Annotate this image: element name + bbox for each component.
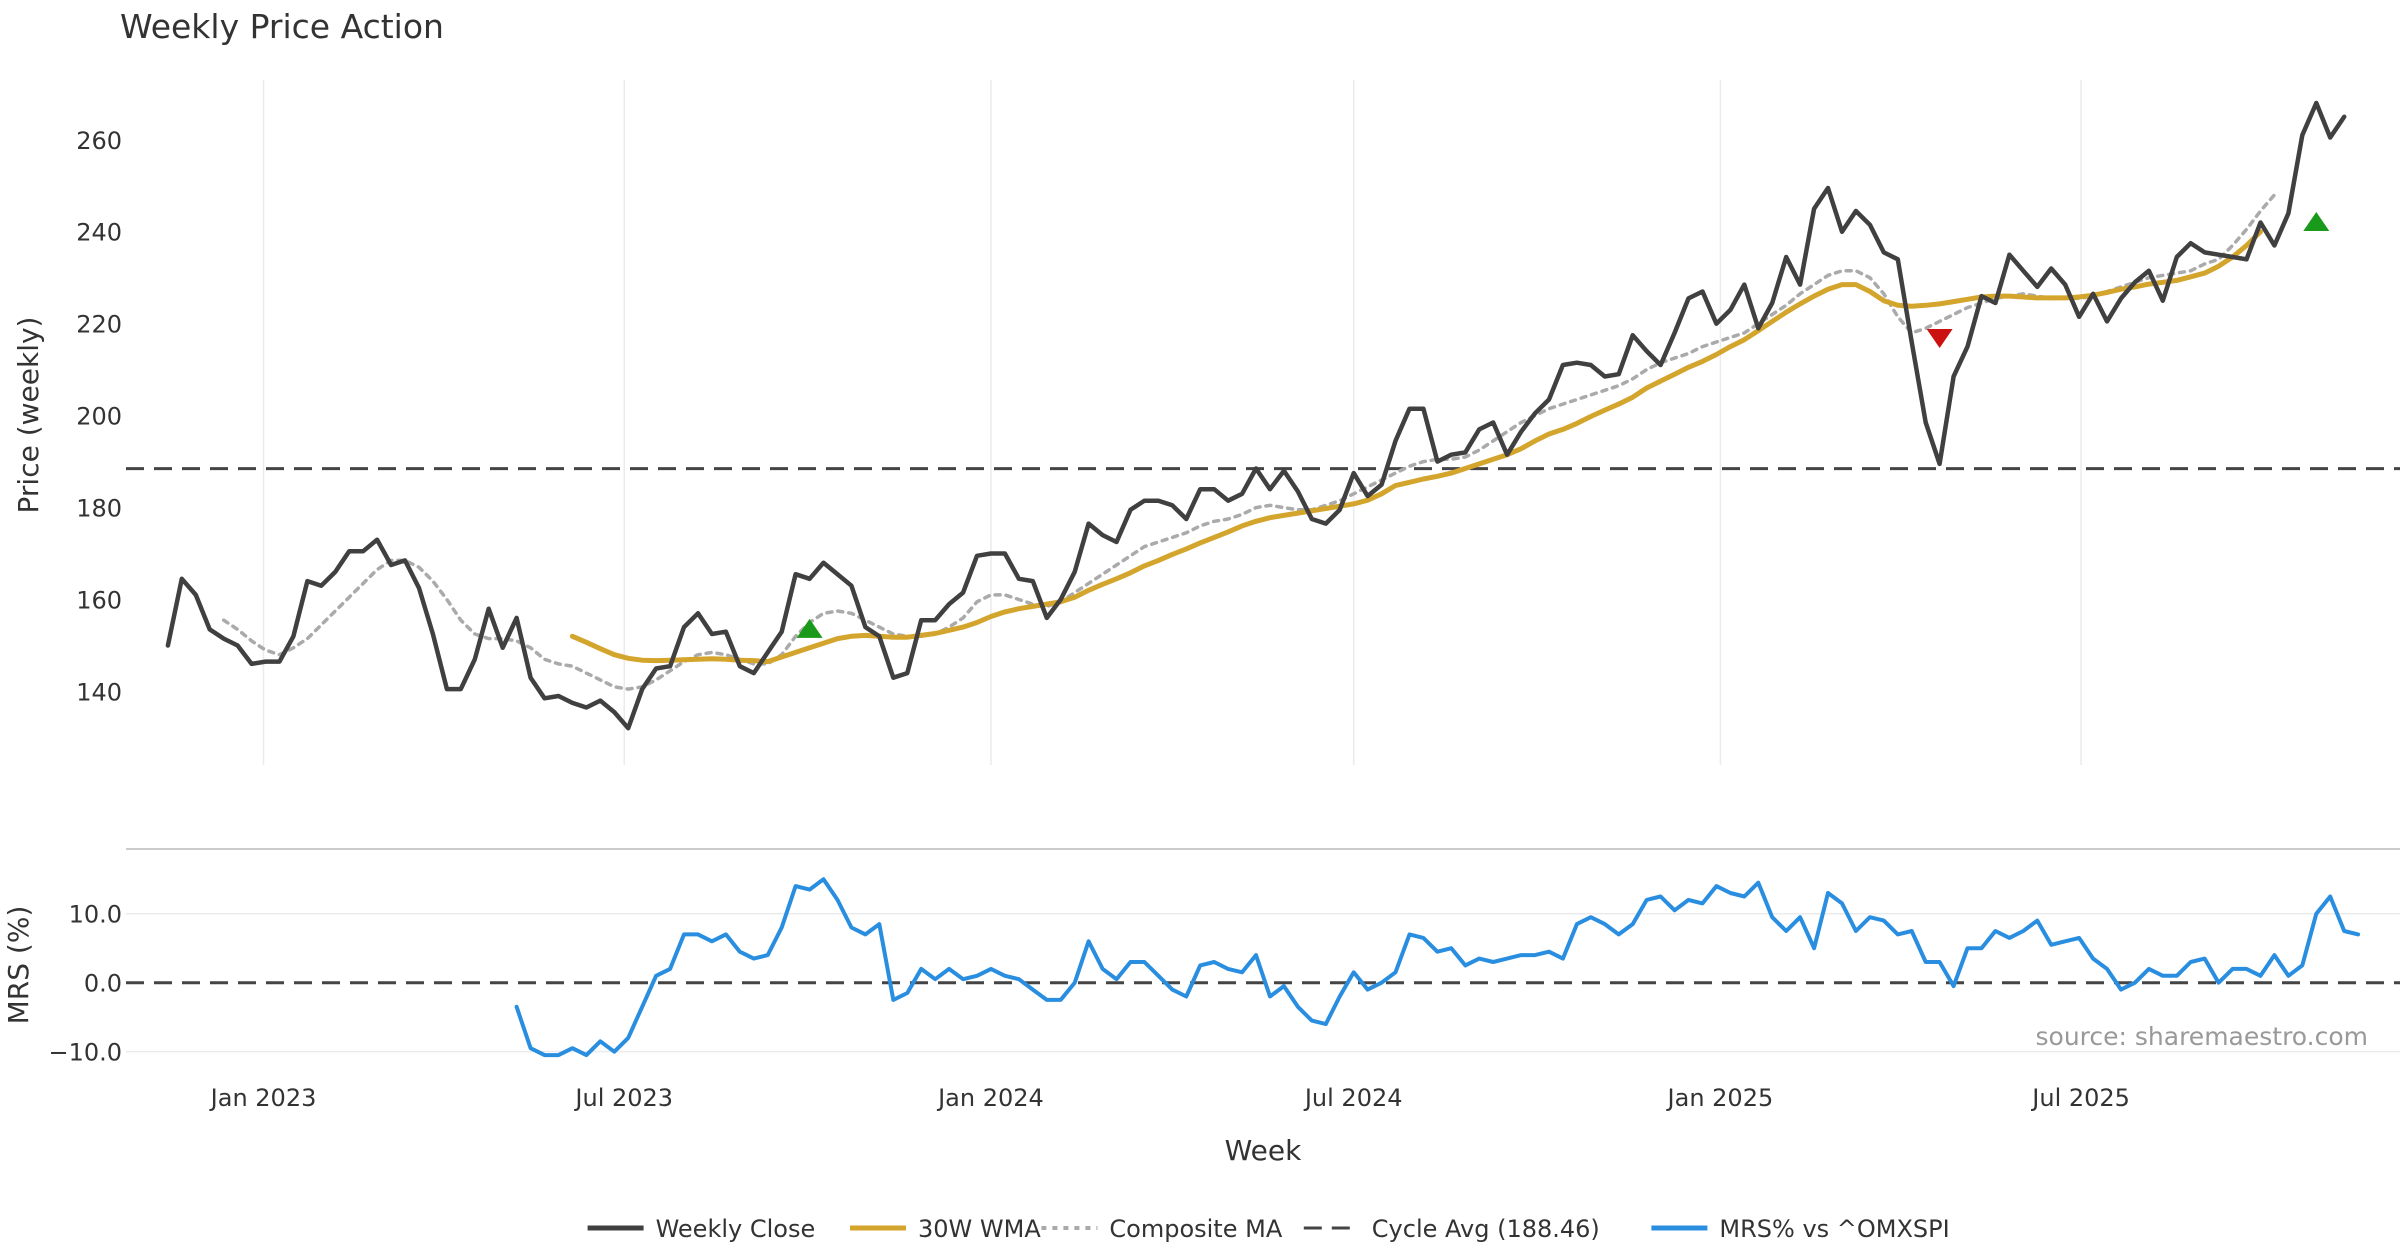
price-y-tick-label: 240: [76, 219, 122, 247]
price-y-axis-label: Price (weekly): [12, 317, 45, 514]
chart-title: Weekly Price Action: [120, 7, 444, 46]
mrs-y-tick-label: −10.0: [48, 1039, 122, 1067]
legend-label-mrs-vs-omxspi: MRS% vs ^OMXSPI: [1719, 1215, 1949, 1243]
signal-markers: [796, 212, 2330, 638]
price-y-tick-label: 140: [76, 678, 122, 706]
price-y-ticks: 140 160 180 200 220 240 260: [76, 127, 122, 707]
price-y-tick-label: 260: [76, 127, 122, 155]
x-tick-label: Jan 2023: [209, 1084, 317, 1112]
price-series: [165, 100, 2347, 731]
mrs-y-tick-label: 10.0: [69, 901, 122, 929]
series-line-mrs-vs-omxspi: [514, 877, 2361, 1058]
price-y-tick-label: 220: [76, 311, 122, 339]
x-tick-label: Jan 2025: [1666, 1084, 1774, 1112]
series-line-weekly-close: [165, 100, 2347, 731]
sell-signal-marker: [1926, 328, 1953, 348]
x-axis-ticks: Jan 2023 Jul 2023 Jan 2024 Jul 2024 Jan 2025…: [209, 1084, 2130, 1112]
mrs-y-tick-label: 0.0: [84, 970, 122, 998]
mrs-series: [514, 877, 2361, 1058]
price-y-tick-label: 200: [76, 403, 122, 431]
price-y-tick-label: 160: [76, 586, 122, 614]
legend-label-cycle-avg-188-46: Cycle Avg (188.46): [1372, 1215, 1600, 1243]
x-tick-label: Jul 2024: [1303, 1084, 1403, 1112]
buy-signal-marker: [796, 618, 823, 638]
legend-label-30w-wma: 30W WMA: [918, 1215, 1041, 1243]
x-axis-label: Week: [1225, 1134, 1302, 1167]
mrs-y-axis-label: MRS (%): [2, 906, 35, 1025]
series-line-composite-ma: [221, 193, 2277, 691]
legend-label-composite-ma: Composite MA: [1109, 1215, 1282, 1243]
x-tick-label: Jul 2023: [573, 1084, 673, 1112]
mrs-y-ticks: −10.0 0.0 10.0: [48, 901, 122, 1067]
mrs-panel: −10.0 0.0 10.0 MRS (%) source: sharemaestr…: [2, 877, 2400, 1067]
x-tick-label: Jul 2025: [2030, 1084, 2130, 1112]
legend-label-weekly-close: Weekly Close: [656, 1215, 816, 1243]
buy-signal-marker: [2303, 212, 2330, 232]
price-y-tick-label: 180: [76, 495, 122, 523]
price-panel: 140 160 180 200 220 240 260 Price (weekly): [12, 80, 2400, 765]
legend: Weekly Close 30W WMA Composite MA Cycle Avg…: [587, 1215, 1950, 1243]
mrs-gridlines: [126, 912, 2400, 1053]
price-gridlines: [262, 80, 2082, 765]
x-tick-label: Jan 2024: [936, 1084, 1044, 1112]
source-annotation: source: sharemaestro.com: [2036, 1022, 2369, 1051]
